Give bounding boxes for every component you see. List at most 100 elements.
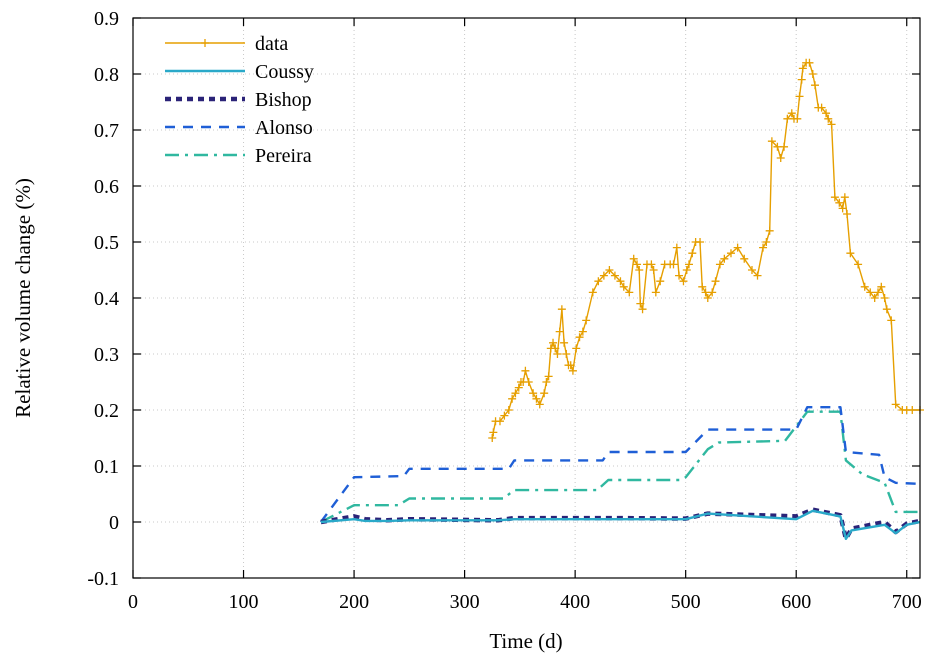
legend-label-pereira: Pereira (255, 145, 312, 167)
y-tick-label: 0 (109, 512, 119, 534)
data-point (767, 137, 776, 146)
y-axis-label: Relative volume change (%) (11, 178, 35, 418)
x-tick-label: 300 (450, 591, 480, 613)
series-line-data (491, 62, 920, 439)
x-tick-label: 200 (339, 591, 369, 613)
data-point (495, 417, 504, 426)
data-point (521, 366, 530, 375)
data-point (684, 260, 693, 269)
data-point (682, 266, 691, 274)
data-point (838, 204, 847, 213)
data-point (649, 266, 658, 274)
data-point (594, 277, 603, 286)
data-point (808, 70, 817, 78)
series-line-alonso (319, 406, 921, 523)
data-point (582, 316, 591, 325)
data-point (551, 344, 560, 353)
data-point (870, 294, 879, 302)
data-point (793, 114, 802, 123)
data-point (840, 193, 849, 202)
legend: data Coussy Bishop Alonso Pereira (165, 33, 314, 167)
plot-frame (132, 17, 921, 579)
series-coussy (320, 509, 921, 540)
y-tick-label: 0.7 (94, 120, 119, 142)
data-point (675, 271, 684, 280)
data-point (500, 411, 509, 420)
series-line-coussy (320, 509, 921, 540)
data-point (553, 350, 562, 358)
data-point (508, 394, 517, 403)
data-point (549, 338, 558, 347)
data-point (656, 277, 665, 286)
data-point (568, 366, 577, 375)
data-point (572, 344, 581, 353)
data-point (854, 260, 863, 269)
data-point (633, 260, 642, 269)
data-point (908, 406, 917, 414)
y-tick-label: 0.6 (94, 176, 119, 198)
data-point (616, 277, 625, 286)
data-point (880, 294, 889, 302)
y-tick-label: 0.2 (94, 400, 119, 422)
data-point (555, 327, 564, 336)
x-tick-label: 500 (671, 591, 701, 613)
data-point (532, 394, 541, 403)
data-point (636, 299, 645, 308)
data-point (891, 400, 900, 409)
data-point (578, 327, 587, 336)
data-point (588, 288, 597, 297)
data-point (638, 305, 647, 314)
x-tick-label: 0 (128, 591, 138, 613)
data-point (776, 154, 785, 162)
data-point (625, 288, 634, 297)
y-tick-label: 0.9 (94, 8, 119, 30)
data-point (599, 271, 608, 280)
y-tick-label: 0.5 (94, 232, 119, 254)
tick-labels: 0 100 200 300 400 500 600 700 -0.1 0 0.1 0.2 0.3 0.4 0… (87, 8, 921, 613)
data-point (860, 282, 869, 291)
data-point (873, 288, 882, 297)
data-point (560, 338, 569, 347)
data-point (711, 277, 720, 286)
legend-label-bishop: Bishop (255, 89, 312, 111)
data-point (805, 58, 814, 67)
data-point (747, 266, 756, 274)
data-point (798, 64, 807, 73)
data-point (715, 260, 724, 269)
data-point (795, 92, 804, 101)
data-point (882, 305, 891, 314)
series-alonso (319, 406, 921, 523)
series-data (488, 58, 924, 442)
data-point (696, 238, 705, 246)
data-point (759, 243, 768, 252)
data-point (830, 193, 839, 202)
data-point (866, 288, 875, 297)
series-layer (319, 58, 924, 542)
legend-label-data: data (255, 33, 288, 55)
data-point (703, 294, 712, 302)
data-point (514, 383, 523, 392)
data-point (835, 198, 844, 207)
data-point (529, 389, 538, 398)
y-tick-label: -0.1 (87, 568, 119, 590)
data-point (679, 277, 688, 286)
data-point (540, 389, 549, 398)
data-point (605, 266, 614, 274)
data-point (504, 406, 513, 414)
data-point (698, 282, 707, 291)
data-point (542, 378, 551, 386)
data-point (557, 305, 566, 314)
x-tick-label: 400 (560, 591, 590, 613)
series-line-pereira (320, 410, 920, 524)
data-point (822, 109, 831, 118)
data-point (610, 271, 619, 280)
y-tick-label: 0.1 (94, 456, 119, 478)
data-point (877, 282, 886, 291)
data-point (887, 316, 896, 325)
data-point (566, 361, 575, 370)
data-point (824, 114, 833, 123)
data-point (524, 378, 533, 386)
y-tick-label: 0.8 (94, 64, 119, 86)
data-point (629, 254, 638, 263)
